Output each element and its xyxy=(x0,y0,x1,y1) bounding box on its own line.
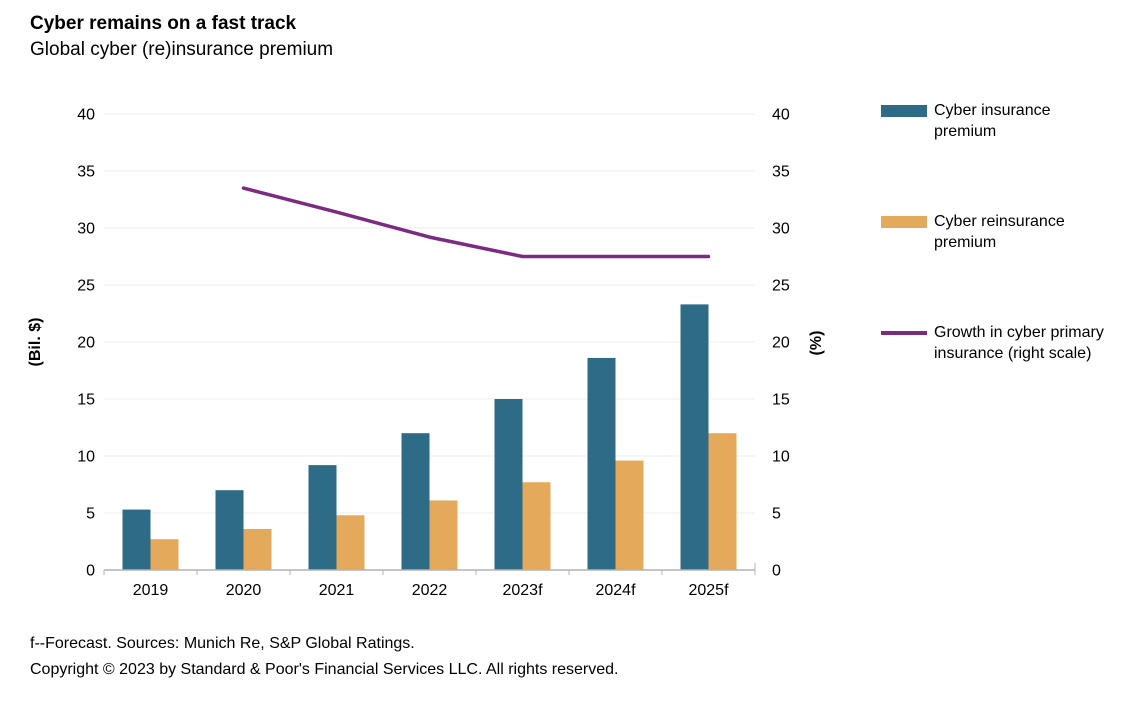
bar-cyber-reinsurance-premium-2024f xyxy=(615,460,644,570)
x-axis-label-2019: 2019 xyxy=(133,582,169,599)
bar-cyber-reinsurance-premium-2025f xyxy=(708,433,737,570)
left-axis-unit-label: (Bil. $) xyxy=(27,317,44,367)
y-axis-left-tick-label-10: 10 xyxy=(77,449,95,466)
legend-item-cyber-insurance-premium: Cyber insurance premium xyxy=(881,100,1131,142)
bar-cyber-reinsurance-premium-2023f xyxy=(522,482,551,570)
y-axis-left-tick-label-5: 5 xyxy=(86,506,95,523)
x-axis-label-2022: 2022 xyxy=(412,582,448,599)
y-axis-right-tick-label-15: 15 xyxy=(772,392,790,409)
legend-item-growth-line: Growth in cyber primary insurance (right… xyxy=(881,322,1131,364)
y-axis-right-tick-label-40: 40 xyxy=(772,107,790,124)
bar-cyber-insurance-premium-2024f xyxy=(587,357,616,570)
footnote-copyright: Copyright © 2023 by Standard & Poor's Fi… xyxy=(30,661,619,678)
footnote-sources: f--Forecast. Sources: Munich Re, S&P Glo… xyxy=(30,635,415,652)
y-axis-right-tick-label-5: 5 xyxy=(772,506,781,523)
y-axis-left-tick-label-20: 20 xyxy=(77,335,95,352)
y-axis-left-tick-label-40: 40 xyxy=(77,107,95,124)
bar-cyber-reinsurance-premium-2022 xyxy=(429,500,458,570)
bar-cyber-insurance-premium-2021 xyxy=(308,465,337,570)
right-axis-unit-label: (%) xyxy=(808,330,825,356)
x-axis-label-2023f: 2023f xyxy=(502,582,543,599)
y-axis-left-tick-label-0: 0 xyxy=(86,563,95,580)
legend-swatch-bar-icon xyxy=(881,216,927,228)
y-axis-right-tick-label-0: 0 xyxy=(772,563,781,580)
legend-label-cyber-reinsurance-premium: Cyber reinsurance premium xyxy=(934,213,1065,251)
legend-label-growth-line: Growth in cyber primary insurance (right… xyxy=(934,324,1104,362)
y-axis-right-tick-label-30: 30 xyxy=(772,221,790,238)
bar-cyber-insurance-premium-2019 xyxy=(122,509,151,570)
y-axis-right-tick-label-10: 10 xyxy=(772,449,790,466)
y-axis-left-tick-label-30: 30 xyxy=(77,221,95,238)
chart-title: Cyber remains on a fast track xyxy=(30,13,297,34)
line-growth-in-cyber-primary-insurance-right-scale xyxy=(241,186,711,259)
legend-swatch-bar-icon xyxy=(881,105,927,117)
y-axis-right-tick-label-25: 25 xyxy=(772,278,790,295)
legend-item-cyber-reinsurance-premium: Cyber reinsurance premium xyxy=(881,211,1131,253)
y-axis-left-tick-label-15: 15 xyxy=(77,392,95,409)
bar-cyber-insurance-premium-2022 xyxy=(401,433,430,570)
y-axis-left-tick-label-35: 35 xyxy=(77,164,95,181)
y-axis-right-tick-label-35: 35 xyxy=(772,164,790,181)
chart-subtitle: Global cyber (re)insurance premium xyxy=(30,39,334,60)
bar-cyber-insurance-premium-2020 xyxy=(215,490,244,570)
bar-cyber-reinsurance-premium-2020 xyxy=(243,528,272,570)
x-axis-label-2024f: 2024f xyxy=(595,582,636,599)
bar-cyber-reinsurance-premium-2021 xyxy=(336,515,365,570)
legend-label-cyber-insurance-premium: Cyber insurance premium xyxy=(934,102,1051,140)
x-axis-label-2021: 2021 xyxy=(319,582,355,599)
bar-cyber-insurance-premium-2023f xyxy=(494,399,523,570)
y-axis-left-tick-label-25: 25 xyxy=(77,278,95,295)
y-axis-right-tick-label-20: 20 xyxy=(772,335,790,352)
x-axis-label-2020: 2020 xyxy=(226,582,262,599)
legend-swatch-line-icon xyxy=(881,331,927,335)
x-axis-label-2025f: 2025f xyxy=(688,582,729,599)
bar-cyber-insurance-premium-2025f xyxy=(680,304,709,570)
bar-cyber-reinsurance-premium-2019 xyxy=(150,539,179,570)
